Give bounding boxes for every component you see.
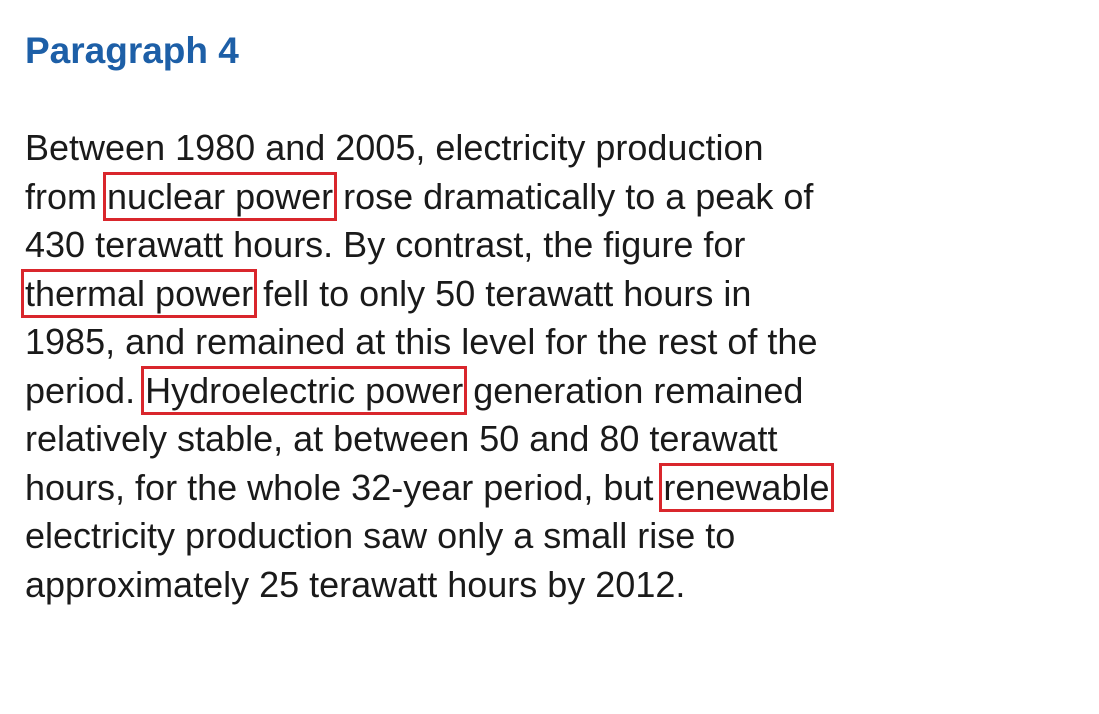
- highlight-nuclear-power: nuclear power: [103, 171, 338, 221]
- highlight-thermal-power: thermal power: [20, 268, 258, 318]
- text-line-3: 430 terawatt hours. By contrast, the fig…: [25, 221, 830, 270]
- text-segment: Between 1980 and 2005, electricity produ…: [25, 127, 764, 168]
- text-line-1: Between 1980 and 2005, electricity produ…: [25, 124, 830, 173]
- paragraph-body: Between 1980 and 2005, electricity produ…: [20, 124, 834, 610]
- text-line-9: electricity production saw only a small …: [25, 512, 830, 561]
- highlight-hydroelectric-power: Hydroelectric power: [141, 365, 468, 415]
- text-line-2: from nuclear power rose dramatically to …: [25, 171, 830, 222]
- text-line-7: relatively stable, at between 50 and 80 …: [25, 415, 830, 464]
- text-segment: generation remained: [463, 369, 804, 411]
- text-segment: relatively stable, at between 50 and 80 …: [25, 418, 778, 459]
- text-segment: hours, for the whole 32-year period, but: [25, 466, 664, 508]
- highlight-renewable: renewable: [659, 462, 834, 512]
- text-segment: 1985, and remained at this level for the…: [25, 321, 818, 362]
- text-segment: electricity production saw only a small …: [25, 515, 736, 556]
- text-line-6: period. Hydroelectric power generation r…: [25, 365, 830, 416]
- text-segment: approximately 25 terawatt hours by 2012.: [25, 563, 686, 605]
- text-segment: rose dramatically to a peak of: [333, 175, 814, 217]
- text-segment: period.: [25, 369, 146, 411]
- text-line-4: thermal power fell to only 50 terawatt h…: [20, 268, 830, 319]
- text-line-5: 1985, and remained at this level for the…: [25, 318, 830, 367]
- paragraph-heading: Paragraph 4: [25, 30, 239, 71]
- text-segment: fell to only 50 terawatt hours in: [253, 272, 752, 314]
- text-line-8: hours, for the whole 32-year period, but…: [25, 462, 834, 513]
- text-segment: from: [25, 175, 108, 217]
- text-segment: 430 terawatt hours. By contrast, the fig…: [25, 224, 746, 265]
- text-line-10: approximately 25 terawatt hours by 2012.: [25, 561, 830, 610]
